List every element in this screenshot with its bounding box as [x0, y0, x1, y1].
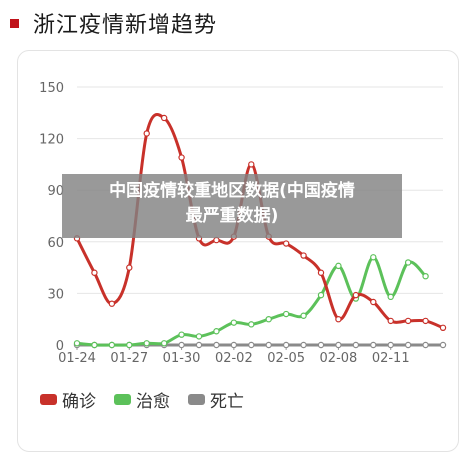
legend-swatch-cured — [114, 394, 131, 405]
data-point-s1-01-25 — [91, 341, 98, 349]
data-point-s1-01-24 — [73, 340, 81, 347]
data-point-s0-01-25 — [91, 269, 98, 276]
x-tick-label-01-30: 01-30 — [163, 351, 201, 366]
data-point-s1-01-30 — [178, 331, 185, 338]
y-tick-label-0: 0 — [56, 339, 64, 354]
data-point-s1-02-04 — [265, 316, 272, 323]
y-tick-label-60: 60 — [47, 236, 64, 251]
banner-line-2: 最严重数据) — [185, 206, 279, 226]
legend-item-deaths[interactable]: 死亡 — [188, 387, 244, 412]
data-point-s0-01-29 — [160, 114, 168, 122]
data-point-s2-02-03 — [248, 341, 255, 349]
data-point-s2-02-04 — [265, 341, 272, 349]
x-tick-label-02-02: 02-02 — [215, 351, 253, 366]
data-point-s2-01-30 — [178, 341, 185, 349]
data-point-s2-02-13 — [422, 341, 429, 349]
chart-header: 浙江疫情新增趋势 — [10, 8, 217, 38]
y-tick-label-30: 30 — [47, 287, 64, 302]
data-point-s1-02-02 — [230, 319, 238, 326]
data-point-s1-01-28 — [143, 340, 150, 347]
data-point-s1-01-26 — [108, 341, 116, 349]
data-point-s0-02-08 — [335, 316, 342, 323]
data-point-s0-01-26 — [108, 300, 116, 307]
x-tick-label-01-27: 01-27 — [110, 351, 148, 366]
data-point-s0-02-05 — [282, 240, 290, 247]
y-tick-label-90: 90 — [47, 184, 64, 199]
chart-title: 浙江疫情新增趋势 — [33, 13, 218, 38]
data-point-s2-02-07 — [317, 341, 325, 349]
data-point-s2-02-11 — [387, 341, 394, 349]
banner-overlay[interactable]: 中国疫情较重地区数据(中国疫情 最严重数据) — [62, 174, 402, 238]
data-point-s2-01-31 — [195, 341, 203, 349]
data-point-s0-02-07 — [317, 269, 325, 276]
x-tick-label-02-11: 02-11 — [372, 351, 410, 366]
data-point-s1-02-05 — [282, 310, 290, 318]
data-point-s0-02-14 — [439, 324, 447, 331]
data-point-s0-02-03 — [248, 161, 255, 168]
y-tick-label-120: 120 — [39, 133, 64, 148]
banner-line-1: 中国疫情较重地区数据(中国疫情 — [109, 181, 355, 201]
data-point-s1-02-03 — [248, 321, 255, 328]
data-point-s0-02-10 — [370, 298, 377, 306]
legend-swatch-deaths — [188, 394, 205, 405]
data-point-s2-02-02 — [230, 341, 238, 349]
data-point-s0-02-12 — [404, 317, 412, 325]
data-point-s2-02-09 — [352, 341, 360, 349]
data-point-s1-02-11 — [387, 293, 394, 301]
data-point-s0-02-06 — [300, 252, 307, 259]
data-point-s2-02-12 — [404, 341, 412, 349]
x-tick-label-02-05: 02-05 — [267, 351, 305, 366]
legend-label-confirmed: 确诊 — [62, 392, 96, 412]
legend-item-cured[interactable]: 治愈 — [114, 387, 170, 412]
data-point-s1-02-07 — [317, 291, 325, 299]
legend-item-confirmed[interactable]: 确诊 — [40, 387, 96, 412]
data-point-s0-02-11 — [387, 317, 394, 325]
legend-label-deaths: 死亡 — [210, 392, 244, 412]
data-point-s0-01-30 — [178, 154, 185, 161]
data-point-s2-02-14 — [439, 341, 447, 349]
data-point-s2-02-06 — [300, 341, 307, 349]
data-point-s1-02-06 — [300, 312, 307, 319]
chart-legend: 确诊 治愈 死亡 — [40, 387, 262, 412]
data-point-s1-01-27 — [126, 341, 133, 349]
data-point-s0-02-13 — [422, 317, 429, 325]
data-point-s1-02-12 — [404, 259, 412, 266]
data-point-s0-02-01 — [213, 236, 220, 244]
data-point-s1-02-13 — [422, 273, 429, 280]
title-marker — [10, 18, 19, 28]
data-point-s2-02-08 — [335, 341, 342, 349]
data-point-s0-02-09 — [352, 291, 360, 299]
data-point-s1-02-01 — [213, 328, 220, 335]
data-point-s0-01-28 — [143, 130, 150, 137]
x-tick-label-02-08: 02-08 — [320, 351, 358, 366]
x-tick-label-01-24: 01-24 — [58, 351, 96, 366]
y-tick-label-150: 150 — [39, 81, 64, 96]
data-point-s2-02-05 — [282, 341, 290, 349]
legend-label-cured: 治愈 — [136, 392, 170, 412]
data-point-s1-02-10 — [370, 254, 377, 261]
legend-swatch-confirmed — [40, 394, 57, 405]
data-point-s1-02-08 — [335, 262, 342, 270]
data-point-s0-01-27 — [126, 264, 133, 271]
data-point-s2-02-10 — [370, 341, 377, 349]
data-point-s1-01-29 — [160, 340, 168, 347]
data-point-s2-02-01 — [213, 341, 220, 349]
data-point-s1-01-31 — [195, 333, 203, 340]
